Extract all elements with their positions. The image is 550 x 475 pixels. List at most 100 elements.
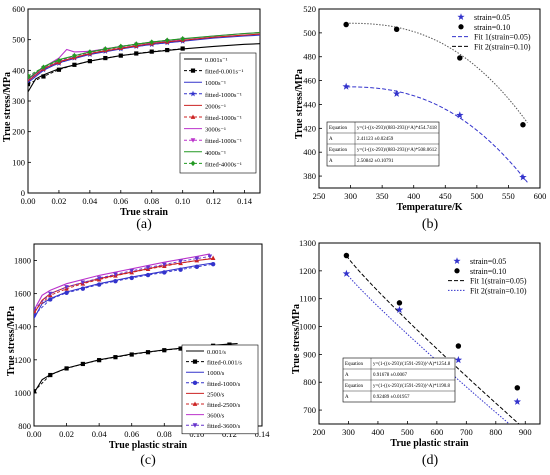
table-cell: A bbox=[329, 137, 333, 142]
square-marker bbox=[165, 47, 170, 53]
circle-marker bbox=[520, 122, 526, 128]
square-marker bbox=[149, 49, 154, 54]
square-marker bbox=[227, 342, 232, 347]
y-axis-label: True stress/MPa bbox=[6, 306, 17, 376]
table-cell: Equation bbox=[345, 384, 364, 389]
x-tick-label: 0.02 bbox=[51, 196, 66, 206]
legend-label: 2500/s bbox=[207, 391, 225, 398]
axis-frame bbox=[33, 243, 263, 427]
legend-label: Fit 1(strain=0.05) bbox=[470, 277, 527, 286]
legend-label: fitted-2500/s bbox=[207, 402, 241, 409]
square-marker bbox=[34, 389, 37, 394]
star-marker bbox=[190, 90, 196, 97]
circle-marker bbox=[194, 264, 200, 270]
x-tick-label: 500 bbox=[470, 191, 483, 201]
legend-label: 3600/s bbox=[207, 413, 225, 420]
y-tick-label: 800 bbox=[18, 421, 31, 431]
x-tick-label: 0.02 bbox=[59, 429, 74, 439]
y-tick-label: 1000 bbox=[14, 388, 31, 398]
legend-label: Fit 2(strain=0.10) bbox=[470, 286, 527, 295]
legend-label: 0.001/s bbox=[207, 349, 226, 356]
y-tick-label: 400 bbox=[12, 65, 25, 75]
star-marker bbox=[395, 305, 404, 313]
diamond-marker bbox=[118, 43, 124, 50]
circle-marker bbox=[145, 272, 151, 278]
legend-label: 3000s⁻¹ bbox=[205, 127, 226, 134]
x-tick-label: 500 bbox=[401, 427, 414, 437]
table-cell: y=(1-((x-293)/(1591-293))^A)*1190.8 bbox=[373, 384, 451, 389]
legend-label: 1000/s bbox=[207, 370, 225, 377]
y-tick-label: 480 bbox=[303, 52, 316, 62]
square-marker bbox=[190, 68, 196, 73]
legend-label: 2000s⁻¹ bbox=[205, 103, 226, 110]
y-tick-label: 1200 bbox=[299, 266, 316, 276]
panel-label: (d) bbox=[422, 453, 439, 468]
chart-panel: 200 300 400 500 600 700 800 900 700 800 900 1000 110… bbox=[291, 238, 541, 468]
y-tick-label: 520 bbox=[303, 4, 316, 14]
legend: 0.001/s fitted-0.001/s 1000/s fitted-1000/s… bbox=[181, 344, 259, 435]
table-cell: A bbox=[329, 159, 333, 164]
triangle-down-marker bbox=[64, 285, 69, 290]
circle-marker bbox=[455, 343, 462, 349]
x-tick-label: 800 bbox=[489, 427, 502, 437]
star-marker bbox=[519, 173, 527, 181]
table-cell: Equation bbox=[329, 126, 348, 131]
y-tick-label: 500 bbox=[12, 35, 25, 45]
x-tick-label: 0.10 bbox=[175, 196, 190, 206]
y-tick-label: 1100 bbox=[299, 294, 316, 304]
legend-label: 0.001s⁻¹ bbox=[205, 57, 228, 64]
plot-area bbox=[28, 32, 260, 93]
square-marker bbox=[48, 372, 53, 378]
star-marker bbox=[454, 356, 463, 364]
diamond-marker bbox=[133, 41, 139, 47]
x-axis-label: True strain bbox=[120, 207, 168, 218]
square-marker bbox=[28, 82, 31, 87]
y-tick-label: 300 bbox=[12, 96, 25, 106]
table-cell: y=(1-((x-293)/(1591-293))^A)*1254.8 bbox=[373, 362, 451, 367]
star-marker bbox=[342, 269, 351, 277]
star-marker bbox=[456, 111, 464, 119]
y-tick-label: 900 bbox=[303, 349, 316, 359]
chart-panel: 0.000.020.040.060.080.100.120.1480010001… bbox=[6, 243, 270, 468]
legend-label: fitted-1000/s bbox=[207, 381, 241, 388]
triangle-down-marker bbox=[192, 423, 198, 428]
plot-area bbox=[342, 252, 522, 424]
fit-curve bbox=[346, 22, 528, 123]
series-line bbox=[34, 253, 211, 311]
square-marker bbox=[180, 46, 185, 51]
panel-label: (c) bbox=[140, 453, 156, 468]
table-cell: y=(1-((x-293)/(883-293))^A)*508.0612 bbox=[357, 148, 437, 153]
circle-marker bbox=[113, 279, 118, 284]
series-line bbox=[28, 40, 183, 80]
triangle-down-marker bbox=[178, 259, 183, 264]
x-tick-label: 700 bbox=[460, 427, 473, 437]
y-axis-label: True stress/MPa bbox=[2, 72, 13, 142]
diamond-marker bbox=[41, 64, 46, 70]
table-cell: 2.41123 ±0.02459 bbox=[357, 137, 394, 142]
legend-frame bbox=[181, 344, 259, 435]
legend-label: 4000s⁻¹ bbox=[205, 150, 226, 157]
triangle-down-marker bbox=[96, 276, 102, 281]
x-tick-label: 0.00 bbox=[21, 196, 36, 206]
x-tick-label: 0.00 bbox=[27, 429, 42, 439]
legend-label: fitted-1000s⁻¹ bbox=[205, 138, 242, 145]
circle-marker bbox=[178, 267, 183, 272]
equation-table: Equation y=(1-((x-293)/(883-293))^A)*454.… bbox=[326, 121, 440, 167]
table-cell: Equation bbox=[329, 148, 348, 153]
y-tick-label: 1300 bbox=[299, 238, 316, 248]
plot-area bbox=[342, 21, 528, 183]
table-cell: A bbox=[345, 395, 349, 400]
legend-label: fitted-1000s⁻¹ bbox=[205, 92, 242, 99]
table-cell: 0.92489 ±0.01957 bbox=[373, 395, 410, 400]
circle-marker bbox=[34, 312, 37, 318]
circle-marker bbox=[343, 21, 349, 28]
legend-label: strain=0.05 bbox=[470, 257, 506, 266]
circle-marker bbox=[396, 300, 403, 306]
x-tick-label: 450 bbox=[439, 191, 452, 201]
x-tick-label: 0.06 bbox=[113, 196, 128, 206]
legend-label: Fit 1(strain=0.05) bbox=[474, 33, 531, 42]
x-tick-label: 300 bbox=[344, 191, 357, 201]
chart-panel: 0.00 0.02 0.04 0.06 0.08 0.10 0.12 0.14 0 100 200 3… bbox=[2, 4, 261, 232]
